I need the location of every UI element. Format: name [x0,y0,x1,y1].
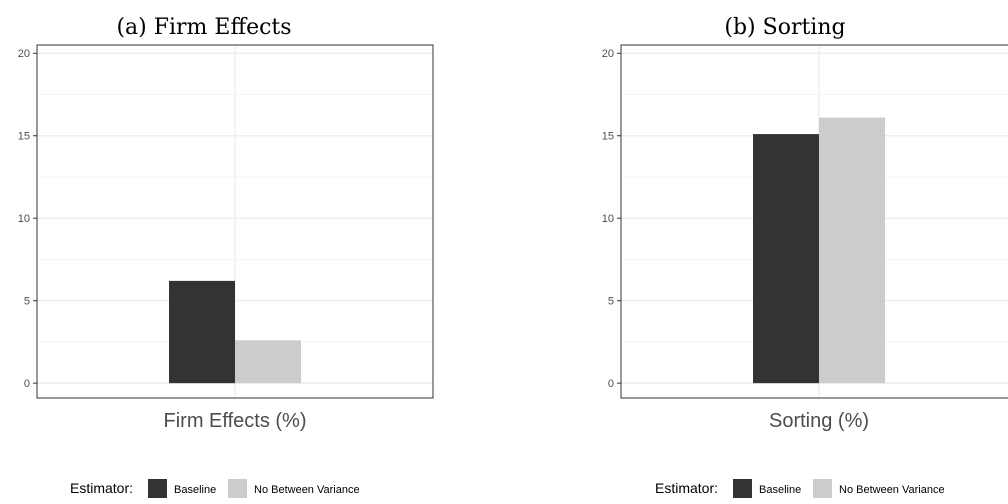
plot-border [620,44,1008,399]
legend: Estimator: Baseline No Between Variance [655,479,945,498]
y-tick-label: 5 [608,296,614,308]
legend-swatch-no-between-variance [228,479,247,498]
legend-title: Estimator: [655,480,718,496]
bar-baseline [169,280,235,384]
chart-title: (b) Sorting [724,15,845,40]
legend-label: No Between Variance [839,484,945,496]
bar-no-between-variance [235,340,301,384]
y-tick-label: 10 [18,213,30,225]
bar-baseline [753,134,819,384]
y-tick-label: 5 [24,296,30,308]
y-tick-label: 10 [602,213,614,225]
y-tick-label: 15 [18,131,30,143]
legend-swatch-baseline [733,479,752,498]
x-axis-label: Sorting (%) [769,410,869,432]
y-tick-label: 20 [602,48,614,60]
x-axis-label: Firm Effects (%) [164,410,307,432]
plot-border [36,44,434,399]
chart-panel-2: (b) Sorting 0 5 10 15 20 Sorting (%) Estimator:… [602,15,1008,498]
legend: Estimator: Baseline No Between Variance [70,479,360,498]
y-tick-label: 15 [602,131,614,143]
legend-label: Baseline [174,484,216,496]
y-tick-label: 0 [608,378,614,390]
bar-no-between-variance [819,117,885,384]
chart-title: (a) Firm Effects [116,15,291,40]
y-tick-label: 20 [18,48,30,60]
legend-swatch-no-between-variance [813,479,832,498]
y-tick-label: 0 [24,378,30,390]
legend-swatch-baseline [148,479,167,498]
legend-label: No Between Variance [254,484,360,496]
chart-panel-1: (a) Firm Effects 0 5 10 15 20 Firm Effects (%)… [18,15,434,498]
legend-label: Baseline [759,484,801,496]
legend-title: Estimator: [70,480,133,496]
